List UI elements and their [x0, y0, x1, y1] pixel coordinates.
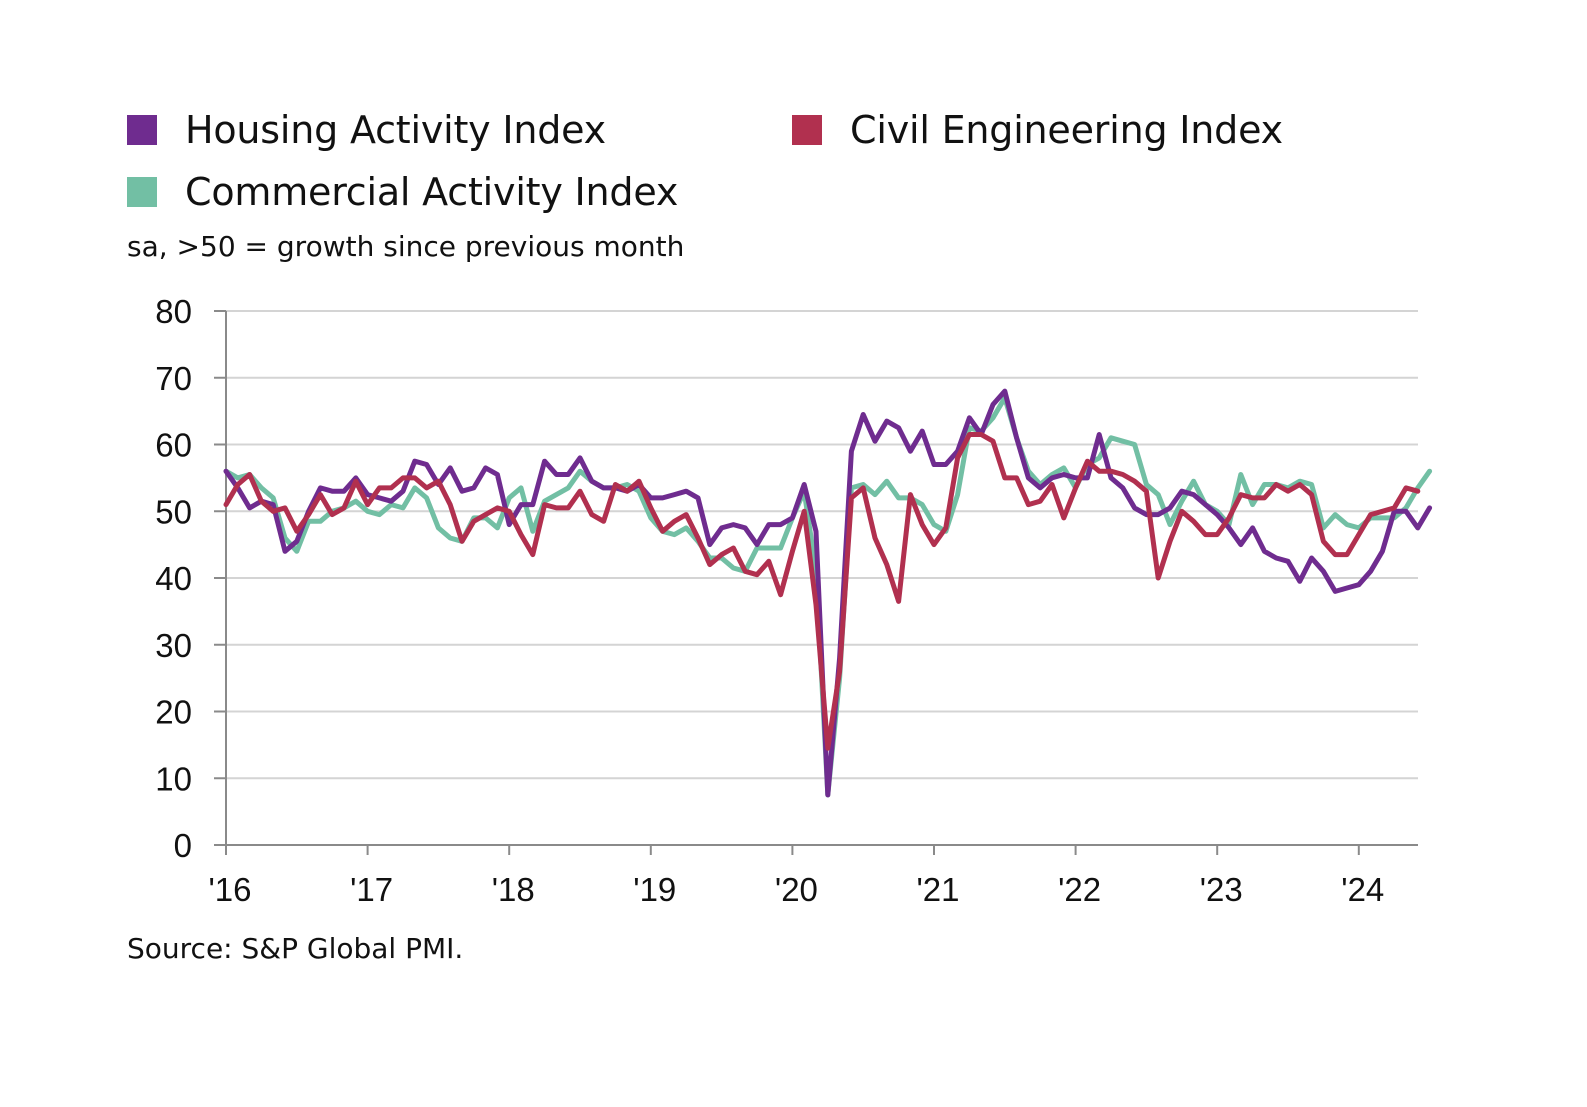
x-tick-label: '20: [775, 871, 818, 908]
series-line-housing-activity-index: [223, 388, 1433, 798]
legend-item-housing: Housing Activity Index: [127, 108, 606, 152]
series-lines: [223, 388, 1433, 798]
x-tick-label: '19: [633, 871, 676, 908]
axes: [214, 310, 1418, 855]
x-tick-label: '23: [1200, 871, 1243, 908]
x-tick-label: '18: [492, 871, 535, 908]
legend: Housing Activity Index Civil Engineering…: [127, 108, 1427, 228]
y-tick-label: 80: [155, 293, 192, 330]
legend-swatch-housing: [127, 115, 157, 145]
chart-note: sa, >50 = growth since previous month: [127, 230, 685, 263]
y-tick-label: 0: [174, 827, 192, 864]
x-tick-label: '24: [1341, 871, 1384, 908]
legend-label-commercial: Commercial Activity Index: [185, 170, 679, 214]
y-tick-label: 20: [155, 694, 192, 731]
x-tick-label: '22: [1058, 871, 1101, 908]
legend-swatch-civil-engineering: [792, 115, 822, 145]
y-tick-label: 40: [155, 560, 192, 597]
source-note: Source: S&P Global PMI.: [127, 932, 464, 965]
legend-label-housing: Housing Activity Index: [185, 108, 606, 152]
legend-item-commercial: Commercial Activity Index: [127, 170, 678, 214]
x-axis-tick-labels: '16 '17 '18 '19 '20 '21 '22 '23 '24: [208, 871, 1384, 908]
legend-item-civil-engineering: Civil Engineering Index: [792, 108, 1283, 152]
y-tick-label: 30: [155, 627, 192, 664]
y-tick-label: 10: [155, 760, 192, 797]
series-line-civil-engineering-index: [223, 432, 1421, 751]
legend-swatch-commercial: [127, 177, 157, 207]
y-tick-label: 60: [155, 427, 192, 464]
y-tick-label: 70: [155, 360, 192, 397]
x-tick-label: '21: [916, 871, 959, 908]
x-tick-label: '17: [350, 871, 393, 908]
legend-label-civil-engineering: Civil Engineering Index: [850, 108, 1283, 152]
x-tick-label: '16: [208, 871, 251, 908]
y-axis-tick-labels: 0 10 20 30 40 50 60 70 80: [155, 293, 192, 864]
y-tick-label: 50: [155, 493, 192, 530]
